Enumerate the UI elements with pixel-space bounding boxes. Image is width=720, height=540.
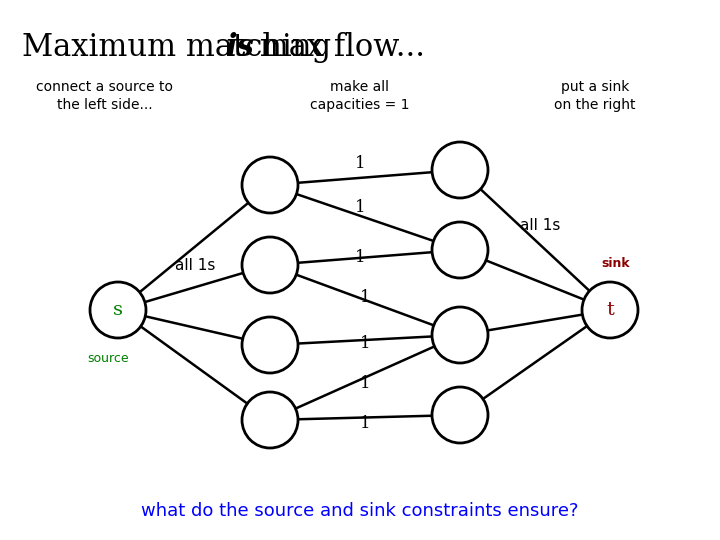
Text: what do the source and sink constraints ensure?: what do the source and sink constraints … [141,502,579,520]
Text: connect a source to
the left side...: connect a source to the left side... [37,80,174,112]
Circle shape [432,222,488,278]
Text: sink: sink [602,257,630,270]
Text: 1: 1 [360,289,370,307]
Circle shape [242,237,298,293]
Text: 1: 1 [355,154,365,172]
Text: all 1s: all 1s [520,218,560,233]
Text: is: is [226,32,255,63]
Circle shape [242,392,298,448]
Text: put a sink
on the right: put a sink on the right [554,80,636,112]
Text: max flow...: max flow... [250,32,425,63]
Circle shape [242,317,298,373]
Circle shape [242,157,298,213]
Text: Maximum matching: Maximum matching [22,32,341,63]
Text: 1: 1 [355,199,365,217]
Text: source: source [87,352,129,365]
Text: make all
capacities = 1: make all capacities = 1 [310,80,410,112]
Text: s: s [113,301,123,319]
Circle shape [90,282,146,338]
Circle shape [432,142,488,198]
Text: t: t [606,301,614,319]
Circle shape [432,387,488,443]
Text: 1: 1 [355,249,365,267]
Text: 1: 1 [360,415,370,431]
Circle shape [432,307,488,363]
Text: 1: 1 [360,375,370,392]
Circle shape [582,282,638,338]
Text: 1: 1 [360,334,370,352]
Text: all 1s: all 1s [175,258,215,273]
